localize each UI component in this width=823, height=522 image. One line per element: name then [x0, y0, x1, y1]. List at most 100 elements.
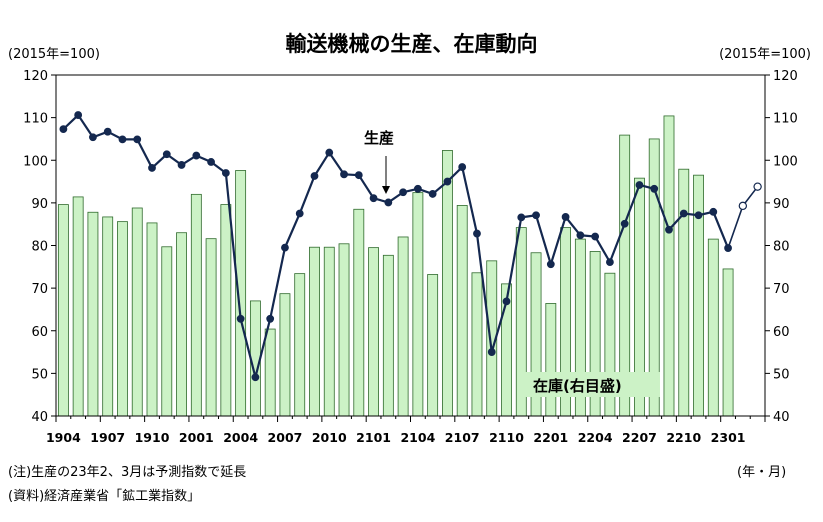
inventory-bar-2108 [471, 272, 483, 417]
production-point-1905 [74, 111, 83, 119]
y-tick-label-left-50: 50 [31, 367, 48, 382]
y-tick-label-right-90: 90 [773, 197, 790, 212]
production-point-2005 [251, 373, 260, 382]
production-point-2202 [561, 213, 570, 221]
production-point-2211 [694, 211, 703, 220]
production-point-2009 [310, 172, 319, 180]
inventory-bar-2009 [309, 246, 320, 417]
production-point-2001 [192, 151, 201, 160]
inventory-bar-2210 [678, 168, 690, 417]
y-tick-label-left-70: 70 [31, 282, 48, 297]
inventory-bar-2101 [368, 247, 379, 417]
inventory-bar-1911 [161, 246, 173, 417]
x-tick-label-1904: 1904 [46, 430, 81, 445]
production-point-1912 [177, 161, 186, 169]
inventory-bar-1912 [176, 232, 187, 417]
production-point-2109 [487, 348, 496, 356]
series-label-production: 生産 [364, 129, 394, 147]
inventory-bar-2103 [397, 236, 409, 417]
y-tick-label-right-60: 60 [773, 325, 790, 340]
inventory-bar-1906 [87, 211, 99, 417]
y-tick-label-left-120: 120 [23, 69, 48, 84]
left-axis-unit: (2015年=100) [8, 47, 100, 62]
inventory-bar-2008 [294, 273, 306, 417]
inventory-bar-2209 [663, 115, 675, 417]
production-point-2108 [473, 229, 481, 238]
production-point-2101 [369, 194, 378, 203]
inventory-bar-2010 [323, 246, 335, 417]
x-tick-label-2007: 2007 [268, 430, 303, 445]
production-point-2205 [606, 258, 614, 267]
inventory-bar-2005 [249, 300, 261, 417]
production-line-forecast [727, 186, 759, 249]
production-point-2107 [458, 163, 467, 171]
x-tick-label-2104: 2104 [400, 430, 435, 445]
x-tick-label-1910: 1910 [135, 430, 170, 445]
inventory-label-box [522, 372, 660, 397]
chart-axes: 40 50 60 70 80 90 100 110 120 40 50 60 70 80 90 100 110 1… [23, 69, 798, 445]
inventory-bar-2212 [707, 238, 719, 417]
inventory-bar-2301 [722, 268, 734, 417]
production-point-1907 [103, 127, 112, 136]
footnote-source: (資料)経済産業省「鉱工業指数」 [8, 489, 201, 504]
production-point-2008 [295, 209, 304, 218]
inventory-bar-2102 [382, 254, 394, 417]
production-point-1904 [59, 125, 68, 134]
y-tick-label-left-100: 100 [23, 154, 48, 169]
production-forecast-point-2303 [753, 182, 762, 191]
production-point-2011 [340, 170, 348, 179]
production-point-2110 [502, 297, 511, 306]
production-point-2007 [281, 243, 289, 252]
x-tick-label-1907: 1907 [90, 430, 125, 445]
inventory-bar-2011 [338, 243, 350, 417]
series-labels: 生産 在庫(右目盛) [364, 129, 660, 397]
y-tick-label-right-80: 80 [773, 240, 790, 255]
y-tick-label-right-40: 40 [773, 410, 790, 425]
inventory-bar-2003 [220, 204, 232, 417]
inventory-bar-2002 [205, 238, 217, 417]
footnote-note: (注)生産の23年2、3月は予測指数で延長 [8, 465, 247, 480]
production-point-2106 [443, 177, 452, 186]
inventory-bar-2105 [427, 274, 439, 417]
x-tick-label-2101: 2101 [356, 430, 391, 445]
inventory-bar-2001 [190, 193, 202, 417]
production-point-2204 [591, 232, 600, 241]
y-tick-label-left-110: 110 [23, 112, 48, 127]
x-tick-label-2201: 2201 [533, 430, 568, 445]
right-axis-unit: (2015年=100) [719, 47, 811, 62]
inventory-bar-2012 [353, 208, 365, 417]
y-tick-label-right-100: 100 [773, 154, 798, 169]
production-point-2006 [266, 314, 275, 323]
production-point-1908 [118, 135, 127, 144]
production-point-2203 [576, 231, 585, 240]
series-label-inventory: 在庫(右目盛) [533, 377, 622, 395]
inventory-bar-2006 [264, 328, 276, 417]
x-tick-label-2004: 2004 [223, 430, 258, 445]
inventory-bar-1908 [117, 221, 128, 417]
production-point-2212 [709, 207, 718, 216]
production-point-2012 [354, 171, 363, 180]
y-tick-label-left-90: 90 [31, 197, 48, 212]
production-point-2102 [384, 198, 393, 207]
y-tick-label-left-80: 80 [31, 240, 48, 255]
production-label-arrowhead [382, 186, 390, 194]
x-tick-label-2107: 2107 [445, 430, 480, 445]
production-line-actual [62, 113, 730, 378]
production-point-2103 [399, 188, 408, 197]
production-point-2301 [724, 244, 732, 252]
chart-title: 輸送機械の生産、在庫動向 [285, 32, 538, 56]
production-point-1910 [148, 164, 156, 172]
production-line [59, 111, 762, 382]
production-point-1906 [89, 133, 97, 142]
inventory-bar-1907 [102, 216, 114, 417]
production-point-2003 [221, 169, 230, 177]
y-tick-label-right-70: 70 [773, 282, 790, 297]
inventory-bar-2201 [545, 303, 557, 417]
production-point-2201 [546, 260, 555, 269]
production-point-2208 [650, 184, 659, 193]
production-point-1909 [133, 135, 142, 144]
production-point-2111 [517, 213, 526, 222]
production-forecast-point-2302 [738, 201, 748, 211]
inventory-bar-2106 [442, 150, 453, 417]
